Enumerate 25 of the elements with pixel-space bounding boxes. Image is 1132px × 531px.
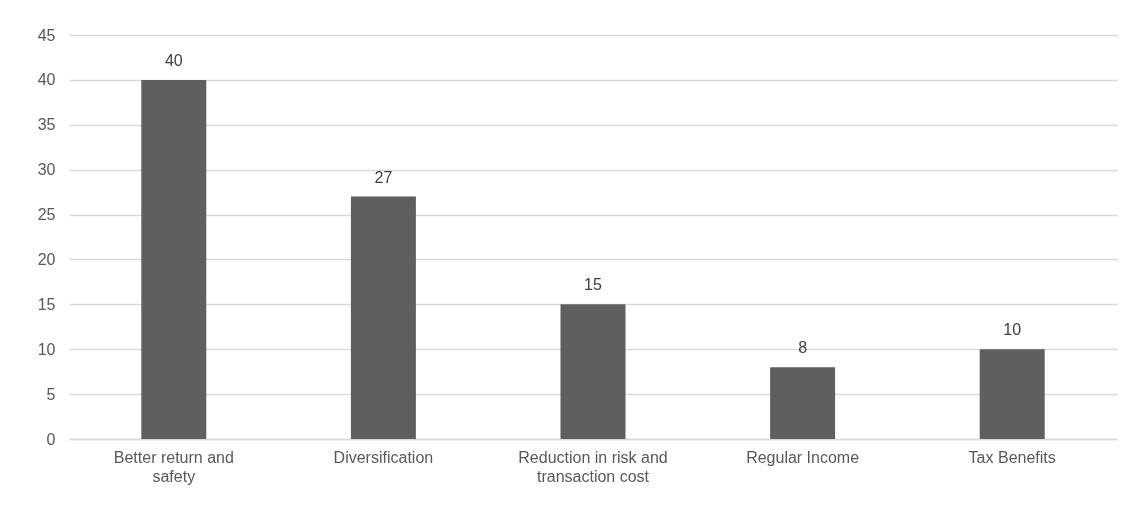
bar bbox=[350, 196, 416, 439]
y-tick-label: 0 bbox=[46, 430, 56, 448]
x-tick-label: Better return and safety bbox=[113, 448, 234, 485]
y-tick-label: 20 bbox=[37, 250, 56, 268]
y-tick-label: 5 bbox=[46, 385, 56, 403]
data-label: 40 bbox=[164, 51, 183, 69]
data-label: 27 bbox=[374, 168, 393, 186]
bar bbox=[141, 79, 207, 439]
data-label: 10 bbox=[1003, 321, 1022, 339]
y-tick-label: 35 bbox=[37, 116, 56, 134]
data-label: 15 bbox=[584, 276, 602, 294]
y-tick-label: 45 bbox=[37, 26, 56, 44]
x-tick-label: Reduction in risk and transaction cost bbox=[518, 448, 668, 485]
x-tick-label: Diversification bbox=[333, 448, 434, 466]
data-label: 8 bbox=[798, 339, 808, 357]
x-tick-label: Tax Benefits bbox=[968, 448, 1056, 466]
x-tick-label: Regular Income bbox=[746, 448, 860, 466]
y-tick-label: 40 bbox=[37, 71, 56, 89]
bar bbox=[560, 304, 626, 439]
y-tick-label: 10 bbox=[37, 340, 56, 358]
y-tick-label: 30 bbox=[37, 161, 56, 179]
bar bbox=[979, 349, 1045, 439]
y-tick-label: 25 bbox=[37, 206, 56, 224]
bar bbox=[770, 367, 836, 439]
y-tick-label: 15 bbox=[37, 295, 56, 313]
